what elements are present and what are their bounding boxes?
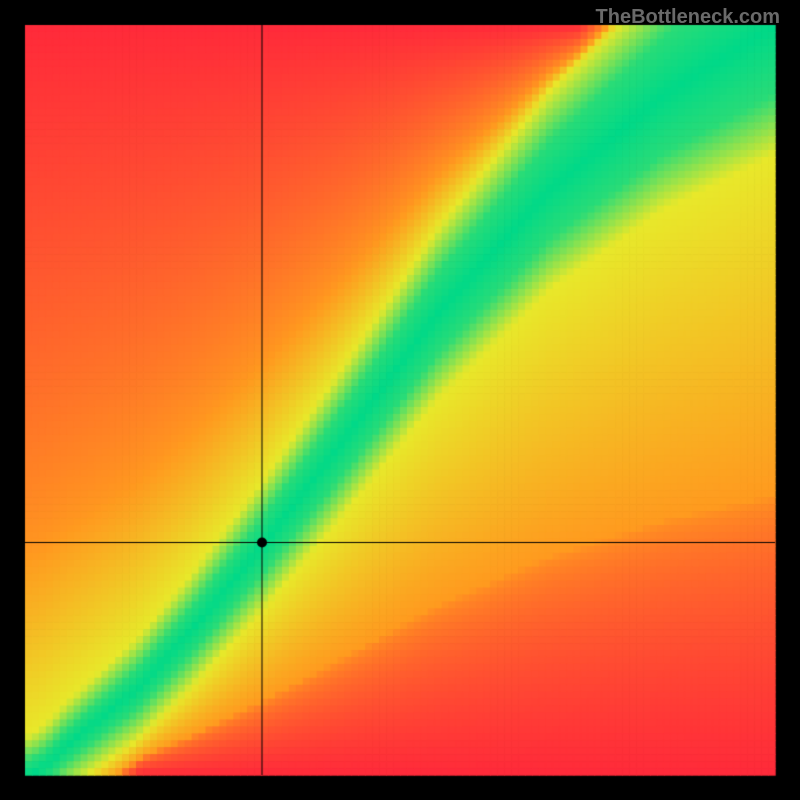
bottleneck-heatmap-canvas bbox=[0, 0, 800, 800]
watermark-text: TheBottleneck.com bbox=[596, 6, 780, 29]
chart-container: TheBottleneck.com bbox=[0, 0, 800, 800]
